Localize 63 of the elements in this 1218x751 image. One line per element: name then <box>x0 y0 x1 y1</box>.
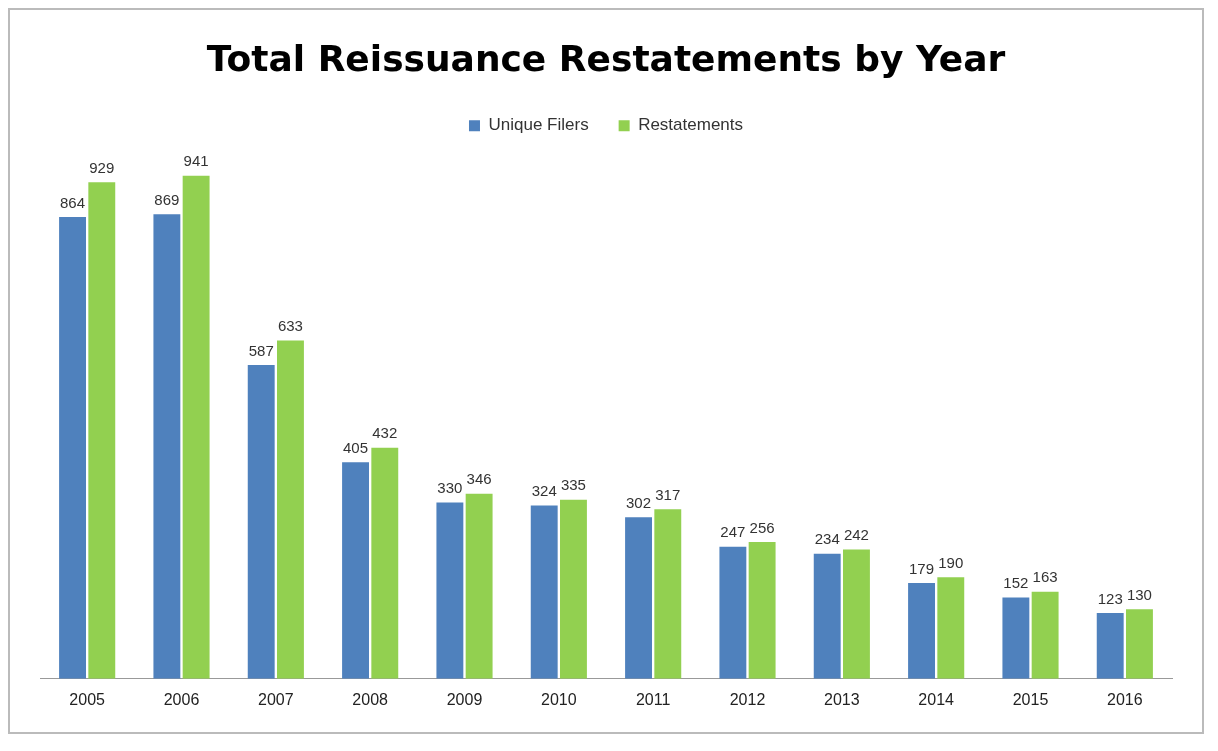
bar <box>182 175 210 679</box>
data-label: 633 <box>277 317 303 335</box>
data-label: 335 <box>560 476 586 494</box>
x-tick-label: 2006 <box>163 690 200 708</box>
data-label: 123 <box>1097 589 1123 607</box>
data-label: 941 <box>183 152 209 170</box>
x-tick-label: 2005 <box>69 690 106 708</box>
bar <box>625 517 652 679</box>
data-label: 152 <box>1003 574 1029 592</box>
bar <box>748 541 776 679</box>
data-label: 869 <box>154 190 180 208</box>
data-label: 256 <box>749 518 775 536</box>
chart-title: Total Reissuance Restatements by Year <box>206 37 1006 79</box>
x-tick-label: 2014 <box>918 690 955 708</box>
data-label: 179 <box>909 559 935 577</box>
bar <box>530 505 558 679</box>
bar <box>654 509 682 679</box>
bar <box>719 546 747 679</box>
data-label: 130 <box>1126 585 1152 603</box>
data-label: 324 <box>531 482 557 500</box>
data-label: 163 <box>1032 568 1058 586</box>
bar <box>560 499 587 679</box>
x-tick-label: 2009 <box>446 690 483 708</box>
x-tick-label: 2016 <box>1107 690 1143 708</box>
bar <box>1031 591 1059 679</box>
bar <box>436 502 464 679</box>
x-tick-label: 2008 <box>352 690 389 708</box>
bar <box>277 340 304 679</box>
bar <box>937 577 965 679</box>
data-label: 864 <box>60 193 86 211</box>
bar <box>1002 597 1030 679</box>
bar <box>465 493 493 679</box>
bar <box>342 462 369 679</box>
legend-label: Unique Filers <box>488 115 589 135</box>
data-label: 190 <box>938 553 964 571</box>
data-label: 242 <box>843 526 869 544</box>
data-label: 432 <box>372 424 398 442</box>
x-tick-label: 2007 <box>258 690 294 708</box>
x-tick-label: 2012 <box>729 690 766 708</box>
x-tick-label: 2015 <box>1012 690 1049 708</box>
bar <box>813 553 841 679</box>
data-label: 929 <box>89 158 115 176</box>
data-label: 247 <box>720 523 746 541</box>
bar <box>371 447 399 679</box>
legend-label: Restatements <box>638 115 744 135</box>
data-label: 587 <box>248 341 274 359</box>
data-label: 234 <box>814 530 840 548</box>
bar <box>908 583 935 679</box>
data-label: 346 <box>466 470 492 488</box>
data-label: 317 <box>655 485 681 503</box>
data-label: 330 <box>437 479 463 497</box>
x-tick-label: 2013 <box>824 690 860 708</box>
bar <box>247 364 275 679</box>
bar <box>59 216 86 679</box>
bar <box>843 549 870 679</box>
data-label: 302 <box>626 493 652 511</box>
x-tick-label: 2011 <box>635 690 671 708</box>
bar <box>1126 609 1153 679</box>
x-tick-label: 2010 <box>541 690 577 708</box>
bar <box>1096 613 1124 679</box>
bar <box>153 214 181 679</box>
data-label: 405 <box>343 438 369 456</box>
bar <box>88 182 116 679</box>
